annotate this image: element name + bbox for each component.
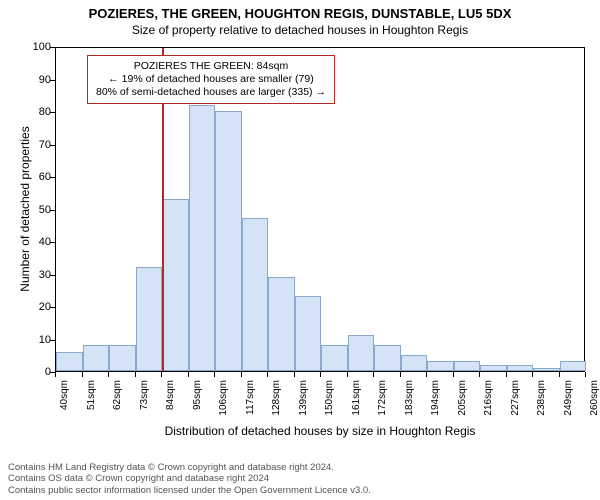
x-tick-label: 227sqm (510, 380, 521, 424)
y-tick-mark (50, 177, 55, 178)
x-tick-mark (82, 372, 83, 377)
histogram-bar (401, 355, 428, 371)
x-tick-mark (532, 372, 533, 377)
footer-line-1: Contains HM Land Registry data © Crown c… (8, 462, 371, 473)
histogram-bar (56, 352, 83, 372)
histogram-bar (215, 111, 242, 371)
histogram-bar (83, 345, 110, 371)
x-tick-label: 183sqm (404, 380, 415, 424)
x-tick-mark (400, 372, 401, 377)
x-tick-label: 40sqm (59, 380, 70, 424)
x-tick-mark (108, 372, 109, 377)
x-tick-mark (559, 372, 560, 377)
x-tick-mark (188, 372, 189, 377)
x-tick-label: 150sqm (324, 380, 335, 424)
x-tick-label: 194sqm (430, 380, 441, 424)
x-tick-label: 260sqm (589, 380, 600, 424)
x-tick-label: 249sqm (563, 380, 574, 424)
footer-attribution: Contains HM Land Registry data © Crown c… (8, 462, 371, 496)
y-tick-label: 100 (33, 41, 51, 53)
x-tick-mark (506, 372, 507, 377)
histogram-bar (189, 105, 216, 372)
y-tick-mark (50, 242, 55, 243)
x-tick-mark (479, 372, 480, 377)
x-tick-label: 216sqm (483, 380, 494, 424)
y-tick-mark (50, 340, 55, 341)
annotation-line-2: ← 19% of detached houses are smaller (79… (96, 73, 326, 86)
histogram-bar (109, 345, 136, 371)
x-tick-label: 84sqm (165, 380, 176, 424)
histogram-bar (295, 296, 322, 371)
x-tick-mark (347, 372, 348, 377)
histogram-bar (374, 345, 401, 371)
histogram-bar (242, 218, 269, 371)
histogram-bar (560, 361, 587, 371)
histogram-bar (268, 277, 295, 371)
x-tick-label: 172sqm (377, 380, 388, 424)
annotation-line-1: POZIERES THE GREEN: 84sqm (96, 60, 326, 73)
y-tick-mark (50, 275, 55, 276)
y-tick-mark (50, 112, 55, 113)
x-tick-label: 205sqm (457, 380, 468, 424)
histogram-bar (348, 335, 375, 371)
x-tick-label: 161sqm (351, 380, 362, 424)
x-tick-label: 73sqm (139, 380, 150, 424)
annotation-box: POZIERES THE GREEN: 84sqm ← 19% of detac… (87, 55, 335, 104)
histogram-bar (533, 368, 560, 371)
x-tick-label: 128sqm (271, 380, 282, 424)
x-tick-mark (453, 372, 454, 377)
x-tick-label: 117sqm (245, 380, 256, 424)
histogram-bar (480, 365, 507, 372)
chart-title-main: POZIERES, THE GREEN, HOUGHTON REGIS, DUN… (0, 0, 600, 21)
x-tick-mark (294, 372, 295, 377)
x-tick-mark (373, 372, 374, 377)
x-tick-mark (241, 372, 242, 377)
histogram-bar (162, 199, 189, 371)
x-tick-mark (426, 372, 427, 377)
x-tick-label: 238sqm (536, 380, 547, 424)
x-tick-label: 51sqm (86, 380, 97, 424)
x-tick-mark (161, 372, 162, 377)
x-axis-label: Distribution of detached houses by size … (55, 424, 585, 438)
y-tick-mark (50, 145, 55, 146)
y-tick-mark (50, 47, 55, 48)
x-tick-mark (320, 372, 321, 377)
x-tick-label: 106sqm (218, 380, 229, 424)
footer-line-3: Contains public sector information licen… (8, 485, 371, 496)
histogram-bar (321, 345, 348, 371)
y-tick-mark (50, 210, 55, 211)
chart-title-sub: Size of property relative to detached ho… (0, 21, 600, 37)
histogram-bar (427, 361, 454, 371)
y-tick-mark (50, 307, 55, 308)
x-tick-mark (214, 372, 215, 377)
annotation-line-3: 80% of semi-detached houses are larger (… (96, 86, 326, 99)
histogram-bar (136, 267, 163, 371)
x-tick-label: 139sqm (298, 380, 309, 424)
x-tick-label: 95sqm (192, 380, 203, 424)
histogram-bar (454, 361, 481, 371)
x-tick-mark (55, 372, 56, 377)
x-tick-label: 62sqm (112, 380, 123, 424)
x-tick-mark (585, 372, 586, 377)
x-tick-mark (267, 372, 268, 377)
histogram-bar (507, 365, 534, 372)
y-tick-mark (50, 80, 55, 81)
x-tick-mark (135, 372, 136, 377)
footer-line-2: Contains OS data © Crown copyright and d… (8, 473, 371, 484)
y-axis-label: Number of detached properties (18, 109, 32, 309)
